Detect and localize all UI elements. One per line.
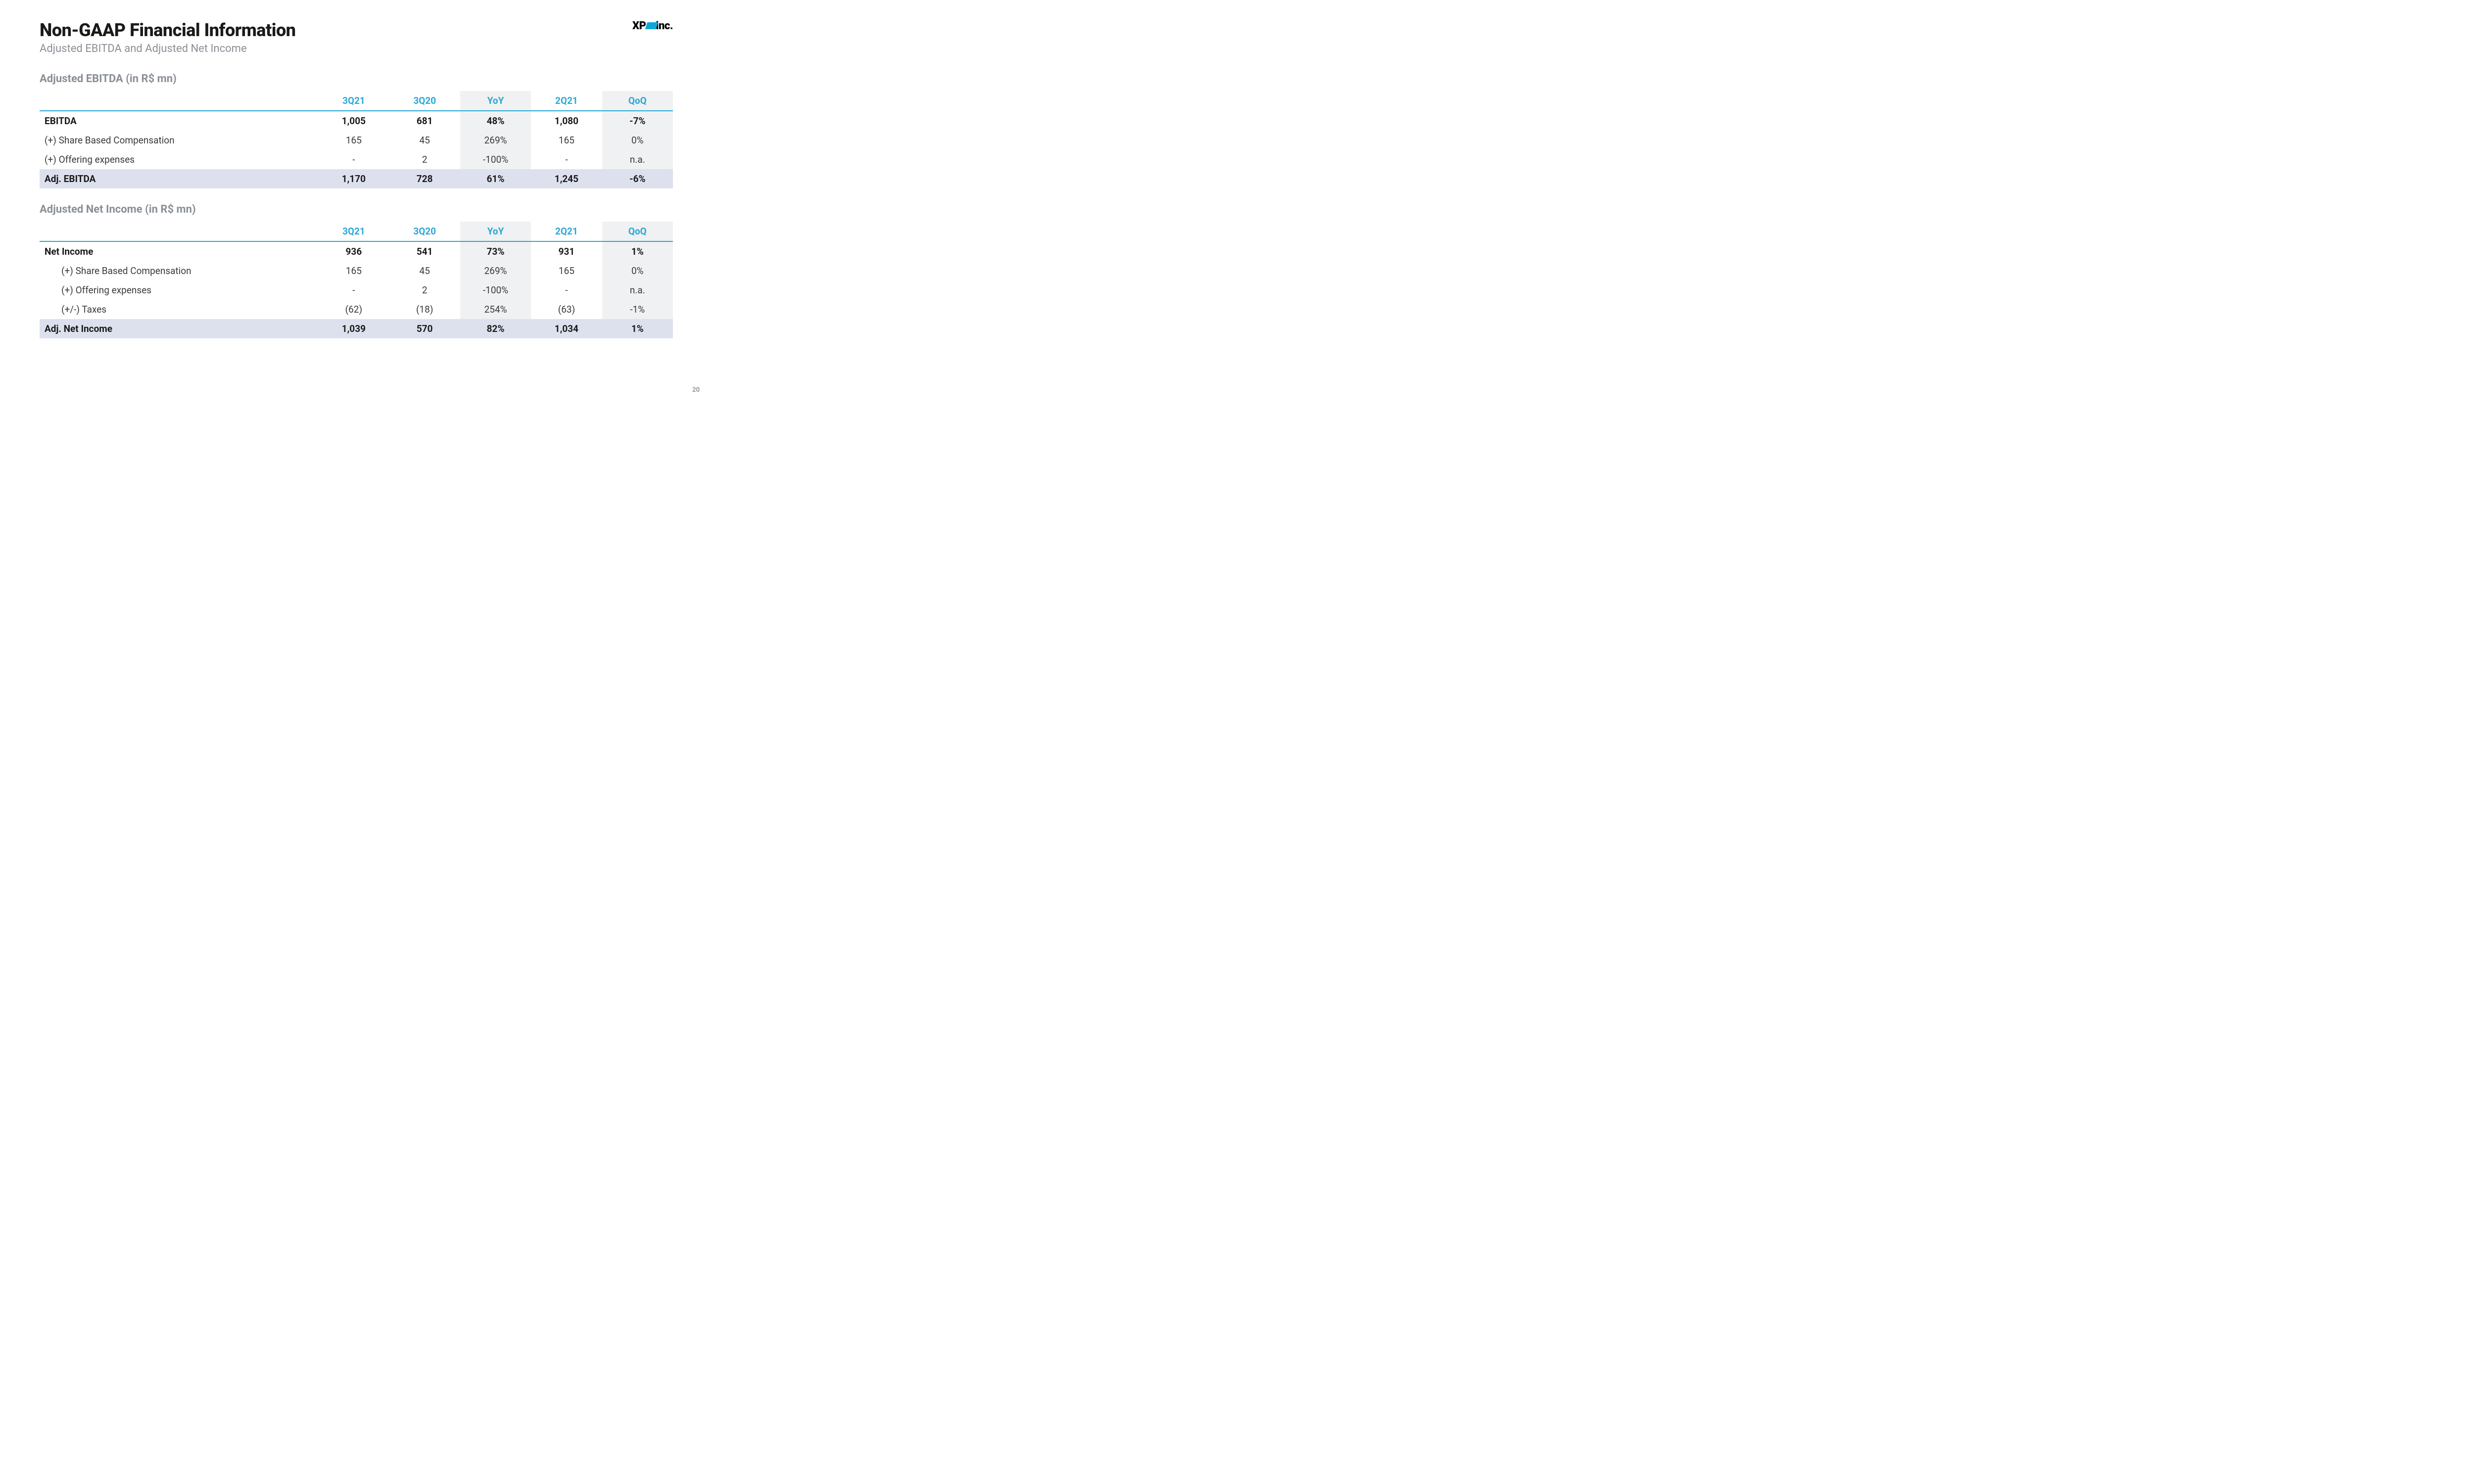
table-row: (+) Share Based Compensation16545269%165… xyxy=(40,131,673,150)
cell-value: 570 xyxy=(389,319,460,338)
cell-value: - xyxy=(531,150,602,169)
row-label: (+/-) Taxes xyxy=(40,300,318,319)
column-header: 3Q20 xyxy=(389,91,460,111)
cell-value: 82% xyxy=(460,319,531,338)
column-header: 3Q21 xyxy=(318,222,389,241)
cell-value: 254% xyxy=(460,300,531,319)
section-title-ebitda: Adjusted EBITDA (in R$ mn) xyxy=(40,73,673,85)
logo-text-a: XP xyxy=(632,20,646,32)
column-header: QoQ xyxy=(602,91,673,111)
cell-value: 2 xyxy=(389,280,460,300)
cell-value: 728 xyxy=(389,169,460,188)
cell-value: 45 xyxy=(389,261,460,280)
cell-value: 165 xyxy=(531,261,602,280)
column-header: 2Q21 xyxy=(531,91,602,111)
cell-value: 165 xyxy=(531,131,602,150)
cell-value: - xyxy=(318,150,389,169)
cell-value: 541 xyxy=(389,241,460,261)
page-subtitle: Adjusted EBITDA and Adjusted Net Income xyxy=(40,43,296,55)
table-row: (+) Offering expenses-2-100%-n.a. xyxy=(40,150,673,169)
cell-value: 2 xyxy=(389,150,460,169)
cell-value: -6% xyxy=(602,169,673,188)
netincome-tbody: Net Income93654173%9311%(+) Share Based … xyxy=(40,241,673,338)
cell-value: 48% xyxy=(460,111,531,131)
cell-value: 61% xyxy=(460,169,531,188)
cell-value: 0% xyxy=(602,261,673,280)
cell-value: 1% xyxy=(602,319,673,338)
table-row: Adj. EBITDA1,17072861%1,245-6% xyxy=(40,169,673,188)
column-header: 2Q21 xyxy=(531,222,602,241)
table-row: (+/-) Taxes(62)(18)254%(63)-1% xyxy=(40,300,673,319)
cell-value: - xyxy=(318,280,389,300)
cell-value: -7% xyxy=(602,111,673,131)
cell-value: -100% xyxy=(460,150,531,169)
table-row: Net Income93654173%9311% xyxy=(40,241,673,261)
cell-value: 1,245 xyxy=(531,169,602,188)
cell-value: 0% xyxy=(602,131,673,150)
header: Non-GAAP Financial Information Adjusted … xyxy=(40,20,673,55)
cell-value: 73% xyxy=(460,241,531,261)
logo-text-b: inc. xyxy=(656,20,673,32)
cell-value: 936 xyxy=(318,241,389,261)
row-label: Adj. Net Income xyxy=(40,319,318,338)
cell-value: 1,039 xyxy=(318,319,389,338)
row-label: Adj. EBITDA xyxy=(40,169,318,188)
cell-value: 1,034 xyxy=(531,319,602,338)
ebitda-table: 3Q213Q20YoY2Q21QoQ EBITDA1,00568148%1,08… xyxy=(40,91,673,188)
cell-value: 1,005 xyxy=(318,111,389,131)
ebitda-tbody: EBITDA1,00568148%1,080-7%(+) Share Based… xyxy=(40,111,673,188)
cell-value: 45 xyxy=(389,131,460,150)
cell-value: (18) xyxy=(389,300,460,319)
column-header xyxy=(40,91,318,111)
column-header: 3Q20 xyxy=(389,222,460,241)
row-label: (+) Offering expenses xyxy=(40,150,318,169)
cell-value: 269% xyxy=(460,261,531,280)
column-header: YoY xyxy=(460,222,531,241)
cell-value: - xyxy=(531,280,602,300)
row-label: (+) Share Based Compensation xyxy=(40,131,318,150)
table-row: EBITDA1,00568148%1,080-7% xyxy=(40,111,673,131)
table-row: (+) Share Based Compensation16545269%165… xyxy=(40,261,673,280)
row-label: (+) Share Based Compensation xyxy=(40,261,318,280)
column-header: YoY xyxy=(460,91,531,111)
page-number: 20 xyxy=(692,386,700,394)
cell-value: 165 xyxy=(318,131,389,150)
column-header: 3Q21 xyxy=(318,91,389,111)
cell-value: 1,080 xyxy=(531,111,602,131)
section-title-netincome: Adjusted Net Income (in R$ mn) xyxy=(40,203,673,216)
row-label: EBITDA xyxy=(40,111,318,131)
page-title: Non-GAAP Financial Information xyxy=(40,20,296,41)
netincome-thead: 3Q213Q20YoY2Q21QoQ xyxy=(40,222,673,241)
row-label: (+) Offering expenses xyxy=(40,280,318,300)
cell-value: -100% xyxy=(460,280,531,300)
cell-value: 1,170 xyxy=(318,169,389,188)
table-row: Adj. Net Income1,03957082%1,0341% xyxy=(40,319,673,338)
column-header xyxy=(40,222,318,241)
table-row: (+) Offering expenses-2-100%-n.a. xyxy=(40,280,673,300)
cell-value: (63) xyxy=(531,300,602,319)
cell-value: (62) xyxy=(318,300,389,319)
cell-value: n.a. xyxy=(602,280,673,300)
column-header: QoQ xyxy=(602,222,673,241)
cell-value: 681 xyxy=(389,111,460,131)
netincome-table: 3Q213Q20YoY2Q21QoQ Net Income93654173%93… xyxy=(40,222,673,338)
cell-value: n.a. xyxy=(602,150,673,169)
cell-value: 1% xyxy=(602,241,673,261)
ebitda-thead: 3Q213Q20YoY2Q21QoQ xyxy=(40,91,673,111)
cell-value: 269% xyxy=(460,131,531,150)
cell-value: 931 xyxy=(531,241,602,261)
brand-logo: XP inc. xyxy=(632,20,673,32)
row-label: Net Income xyxy=(40,241,318,261)
cell-value: 165 xyxy=(318,261,389,280)
cell-value: -1% xyxy=(602,300,673,319)
title-block: Non-GAAP Financial Information Adjusted … xyxy=(40,20,296,55)
